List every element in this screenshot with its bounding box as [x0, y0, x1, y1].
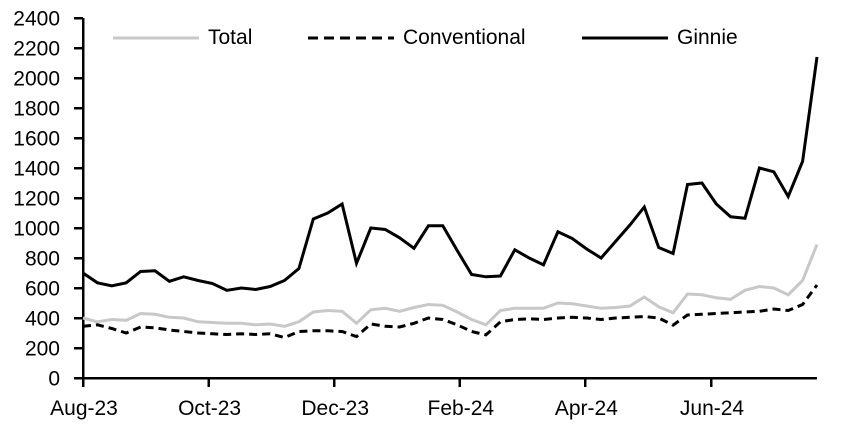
legend-item-ginnie: Ginnie: [582, 26, 738, 50]
x-tick-label-Aug-23: Aug-23: [50, 397, 118, 420]
ginnie-line: [82, 56, 819, 292]
total-line: [82, 243, 819, 328]
legend-label-ginnie: Ginnie: [677, 26, 738, 49]
y-tick-label-2000: 2000: [13, 68, 60, 91]
y-tick-label-0: 0: [48, 368, 60, 391]
x-tick-label-Dec-23: Dec-23: [301, 397, 369, 420]
conventional-line: [82, 284, 819, 340]
y-tick-label-1400: 1400: [13, 158, 60, 181]
y-tick-label-1800: 1800: [13, 98, 60, 121]
y-tick-label-1000: 1000: [13, 218, 60, 241]
y-tick-label-1600: 1600: [13, 128, 60, 151]
ginnie-line-sample-icon: [582, 36, 668, 40]
y-tick-label-800: 800: [25, 248, 60, 271]
x-tick-label-Jun-24: Jun-24: [680, 397, 745, 420]
y-tick-label-600: 600: [25, 278, 60, 301]
total-line-sample-icon: [113, 36, 199, 40]
x-tick-label-Apr-24: Apr-24: [555, 397, 618, 420]
conventional-line-sample-icon: [308, 36, 394, 40]
y-tick-label-2200: 2200: [13, 38, 60, 61]
y-tick-label-1200: 1200: [13, 188, 60, 211]
x-tick-label-Feb-24: Feb-24: [428, 397, 495, 420]
y-tick-label-400: 400: [25, 308, 60, 331]
y-tick-label-2400: 2400: [13, 8, 60, 31]
legend-label-total: Total: [208, 26, 253, 49]
legend-item-total: Total: [113, 26, 252, 50]
x-tick-label-Oct-23: Oct-23: [178, 397, 241, 420]
y-tick-label-200: 200: [25, 338, 60, 361]
legend-label-conventional: Conventional: [403, 26, 526, 49]
chart-legend: Total Conventional Ginnie: [0, 26, 852, 50]
legend-item-conventional: Conventional: [308, 26, 526, 50]
